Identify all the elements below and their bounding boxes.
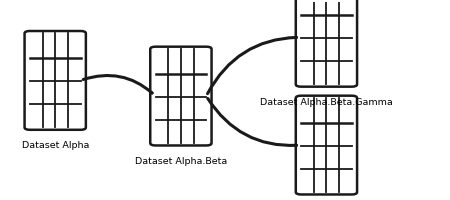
FancyBboxPatch shape [296, 96, 357, 194]
Text: Dataset Alpha: Dataset Alpha [22, 141, 89, 150]
FancyBboxPatch shape [150, 47, 212, 145]
Text: Dataset Alpha.Beta: Dataset Alpha.Beta [135, 157, 227, 166]
FancyBboxPatch shape [296, 0, 357, 87]
FancyArrowPatch shape [208, 98, 297, 145]
FancyArrowPatch shape [83, 76, 152, 93]
FancyArrowPatch shape [207, 37, 297, 94]
Text: Dataset Alpha.Beta.Gamma: Dataset Alpha.Beta.Gamma [260, 98, 393, 107]
FancyBboxPatch shape [25, 31, 86, 130]
